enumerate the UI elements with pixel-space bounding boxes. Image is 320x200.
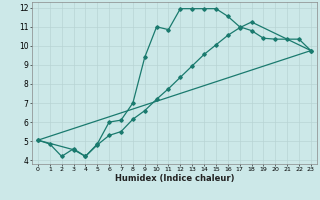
X-axis label: Humidex (Indice chaleur): Humidex (Indice chaleur): [115, 174, 234, 183]
